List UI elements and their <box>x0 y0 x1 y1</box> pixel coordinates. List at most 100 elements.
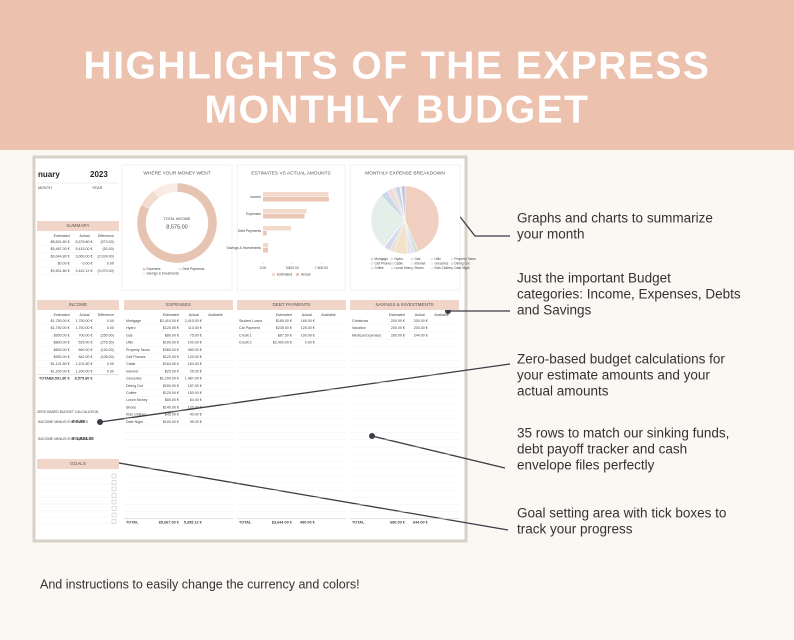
chart-title: WHERE YOUR MONEY WENT <box>143 170 210 176</box>
cell: $1,101.80 € <box>51 362 70 366</box>
title-line: MONTHLY BUDGET <box>204 88 589 131</box>
cell: Shoes <box>126 405 136 409</box>
cell: 150.00 € <box>188 391 202 395</box>
total-cell: TOTAL <box>126 521 139 525</box>
cell: 200.00 € <box>414 326 428 330</box>
legend-label: Property Taxes <box>455 257 477 261</box>
cell: $45.00 € <box>165 413 179 417</box>
cell: 5,415.00 € <box>76 247 93 251</box>
cell: 0.00 <box>107 262 114 266</box>
year: 2023 <box>90 170 108 179</box>
chart-title: ESTIMATES VS ACTUAL AMOUNTS <box>251 170 330 176</box>
cell: 0.00 <box>107 369 114 373</box>
legend-label: Utilo <box>435 257 442 261</box>
column-header: Available <box>434 313 449 317</box>
tick-box <box>111 493 117 498</box>
legend-swatch <box>390 262 394 265</box>
cell: 84.00 € <box>190 398 202 402</box>
slice <box>401 185 406 221</box>
cell: (52.00) <box>102 247 113 251</box>
total-cell: 490.00 € <box>300 521 316 525</box>
legend-label: Coffee <box>375 266 385 270</box>
center-label: TOTAL INCOME <box>164 217 191 221</box>
cell: 100.00 € <box>301 333 315 337</box>
slice <box>370 195 406 247</box>
cell: 360.00 € <box>188 348 202 352</box>
cell: 1,487.00 € <box>185 377 202 381</box>
zero-value: € 0.00 <box>72 419 85 424</box>
cell: Vacation <box>352 326 366 330</box>
cell: $360.00 € <box>163 348 179 352</box>
column-header: Difference <box>98 234 114 238</box>
cell: 1,750.00 € <box>76 319 93 323</box>
legend-label: Kids Clothes <box>435 266 453 270</box>
footer-text: And instructions to easily change the cu… <box>40 577 360 591</box>
cell: 2,410.00 € <box>185 319 202 323</box>
cell: $235.00 € <box>276 326 292 330</box>
x-tick-label: 3,800.00 <box>286 266 299 270</box>
cell: $1,200.00 € <box>160 377 179 381</box>
cell: $100.00 € <box>163 420 179 424</box>
legend-swatch <box>430 266 434 270</box>
total-cell: 680.00 € <box>390 521 406 525</box>
section-header <box>124 300 233 310</box>
cell: $140.00 € <box>163 405 179 409</box>
cell: Gas <box>126 333 133 337</box>
cell: Dining Out <box>126 384 143 388</box>
legend-label: Groceries <box>435 261 449 265</box>
legend-swatch <box>450 262 454 265</box>
cell: (3,070.00) <box>97 269 113 273</box>
legend-label: Estimated <box>277 272 292 276</box>
cell: Christmas <box>352 319 368 323</box>
cell: $2,410.00 € <box>160 319 179 323</box>
cell: (140.00) <box>100 348 113 352</box>
column-header: Estimated <box>276 313 292 317</box>
column-header: Actual <box>302 313 312 317</box>
cell: Credit 2 <box>239 341 252 345</box>
legend-label: Date Night <box>455 266 470 270</box>
legend-swatch <box>272 273 275 276</box>
cell: 25.00 € <box>190 369 202 373</box>
cell: (2,024.00) <box>97 254 113 258</box>
zero-label: INCOME MINUS EXPENSES <box>38 437 88 441</box>
legend-swatch <box>390 257 394 261</box>
section-title: GOALS <box>70 461 86 466</box>
legend-swatch <box>450 257 454 261</box>
tick-box <box>111 506 117 511</box>
section-title: INCOME <box>69 302 87 307</box>
cell: 1,750.00 € <box>76 326 93 330</box>
bar <box>263 214 305 219</box>
legend-swatch <box>430 262 434 265</box>
cell: (108.00) <box>100 355 113 359</box>
legend-swatch <box>142 267 146 271</box>
legend-swatch <box>450 266 454 270</box>
tick-box <box>111 480 117 485</box>
cell: 164.00 € <box>188 362 202 366</box>
zero-value: € 1,934.88 <box>72 436 94 441</box>
legend-label: Gas <box>415 257 421 261</box>
cell: $0.00 € <box>58 262 70 266</box>
cell: $3,044.80 € <box>51 254 70 258</box>
cell: 280.00 € <box>391 333 405 337</box>
callout-text: actual amounts <box>517 384 609 399</box>
cell: (250.00) <box>100 333 113 337</box>
column-header: Estimated <box>54 234 70 238</box>
column-header: Estimated <box>54 313 70 317</box>
legend-swatch <box>410 266 414 270</box>
legend-swatch <box>390 266 394 270</box>
total-cell: TOTAL <box>352 521 365 525</box>
cell: $80.00 € <box>165 398 179 402</box>
month-label: MONTH <box>38 186 52 190</box>
total-cell: $8,501.80 € <box>50 377 71 381</box>
cell: 3,442.12 € <box>76 269 93 273</box>
cell: 120.00 € <box>188 355 202 359</box>
callout-line <box>99 363 511 423</box>
cell: $1,750.00 € <box>51 326 70 330</box>
cell: 0.00 <box>107 362 114 366</box>
cell: 40.00 € <box>190 413 202 417</box>
category-label: Debt Payments <box>238 229 261 233</box>
legend-label: Dining Out <box>455 261 470 265</box>
cell: 244.00 € <box>414 333 428 337</box>
legend-swatch <box>370 257 374 261</box>
